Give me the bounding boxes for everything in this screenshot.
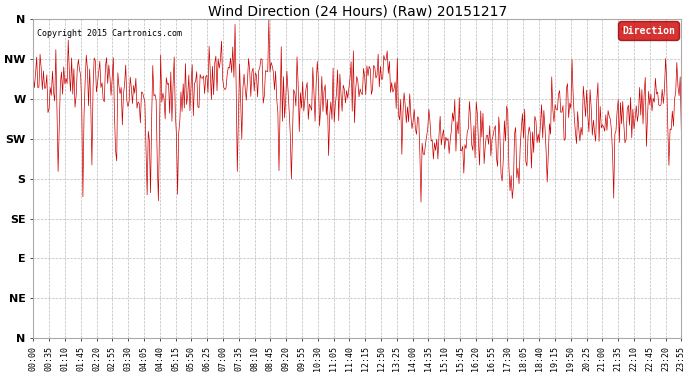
Legend: Direction: Direction [618,21,679,40]
Title: Wind Direction (24 Hours) (Raw) 20151217: Wind Direction (24 Hours) (Raw) 20151217 [208,4,507,18]
Text: Copyright 2015 Cartronics.com: Copyright 2015 Cartronics.com [37,29,181,38]
